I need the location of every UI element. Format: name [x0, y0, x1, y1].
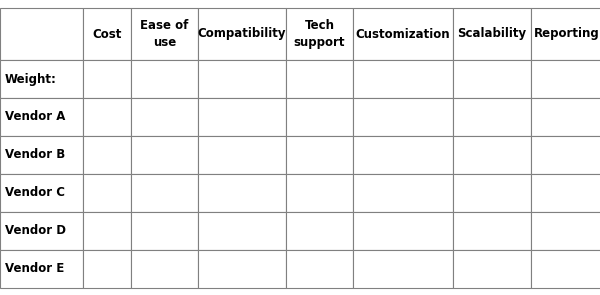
Bar	[198, 60, 286, 98]
Bar	[0, 8, 83, 60]
Bar	[131, 136, 198, 174]
Bar	[353, 98, 453, 136]
Bar	[83, 60, 131, 98]
Bar	[531, 212, 600, 250]
Bar	[0, 212, 83, 250]
Bar	[131, 60, 198, 98]
Bar	[453, 212, 531, 250]
Bar	[198, 8, 286, 60]
Bar	[198, 136, 286, 174]
Bar	[453, 98, 531, 136]
Bar	[286, 250, 353, 288]
Bar	[0, 136, 83, 174]
Bar	[83, 212, 131, 250]
Bar	[0, 250, 83, 288]
Bar	[83, 174, 131, 212]
Bar	[0, 60, 83, 98]
Text: Cost: Cost	[92, 27, 122, 40]
Text: Vendor B: Vendor B	[5, 148, 65, 161]
Bar	[286, 174, 353, 212]
Bar	[286, 212, 353, 250]
Bar	[353, 136, 453, 174]
Bar	[198, 98, 286, 136]
Bar	[83, 98, 131, 136]
Bar	[0, 174, 83, 212]
Text: Vendor A: Vendor A	[5, 111, 65, 124]
Text: Weight:: Weight:	[5, 73, 57, 86]
Text: Compatibility: Compatibility	[198, 27, 286, 40]
Bar	[453, 60, 531, 98]
Bar	[531, 136, 600, 174]
Bar	[198, 174, 286, 212]
Bar	[353, 212, 453, 250]
Text: Ease of
use: Ease of use	[140, 19, 188, 49]
Bar	[531, 98, 600, 136]
Bar	[131, 212, 198, 250]
Text: Tech
support: Tech support	[294, 19, 345, 49]
Bar	[286, 8, 353, 60]
Bar	[83, 8, 131, 60]
Bar	[531, 250, 600, 288]
Text: Vendor C: Vendor C	[5, 186, 65, 199]
Bar	[353, 8, 453, 60]
Bar	[453, 174, 531, 212]
Text: Reporting: Reporting	[534, 27, 600, 40]
Bar	[131, 98, 198, 136]
Bar	[286, 136, 353, 174]
Bar	[531, 60, 600, 98]
Text: Customization: Customization	[356, 27, 451, 40]
Bar	[353, 250, 453, 288]
Bar	[453, 250, 531, 288]
Bar	[83, 250, 131, 288]
Bar	[286, 98, 353, 136]
Bar	[83, 136, 131, 174]
Bar	[531, 8, 600, 60]
Bar	[353, 174, 453, 212]
Bar	[453, 8, 531, 60]
Text: Vendor E: Vendor E	[5, 263, 64, 276]
Bar	[131, 174, 198, 212]
Bar	[453, 136, 531, 174]
Bar	[0, 98, 83, 136]
Bar	[286, 60, 353, 98]
Bar	[131, 250, 198, 288]
Bar	[198, 212, 286, 250]
Bar	[131, 8, 198, 60]
Text: Scalability: Scalability	[457, 27, 527, 40]
Bar	[198, 250, 286, 288]
Bar	[531, 174, 600, 212]
Text: Vendor D: Vendor D	[5, 224, 66, 237]
Bar	[353, 60, 453, 98]
